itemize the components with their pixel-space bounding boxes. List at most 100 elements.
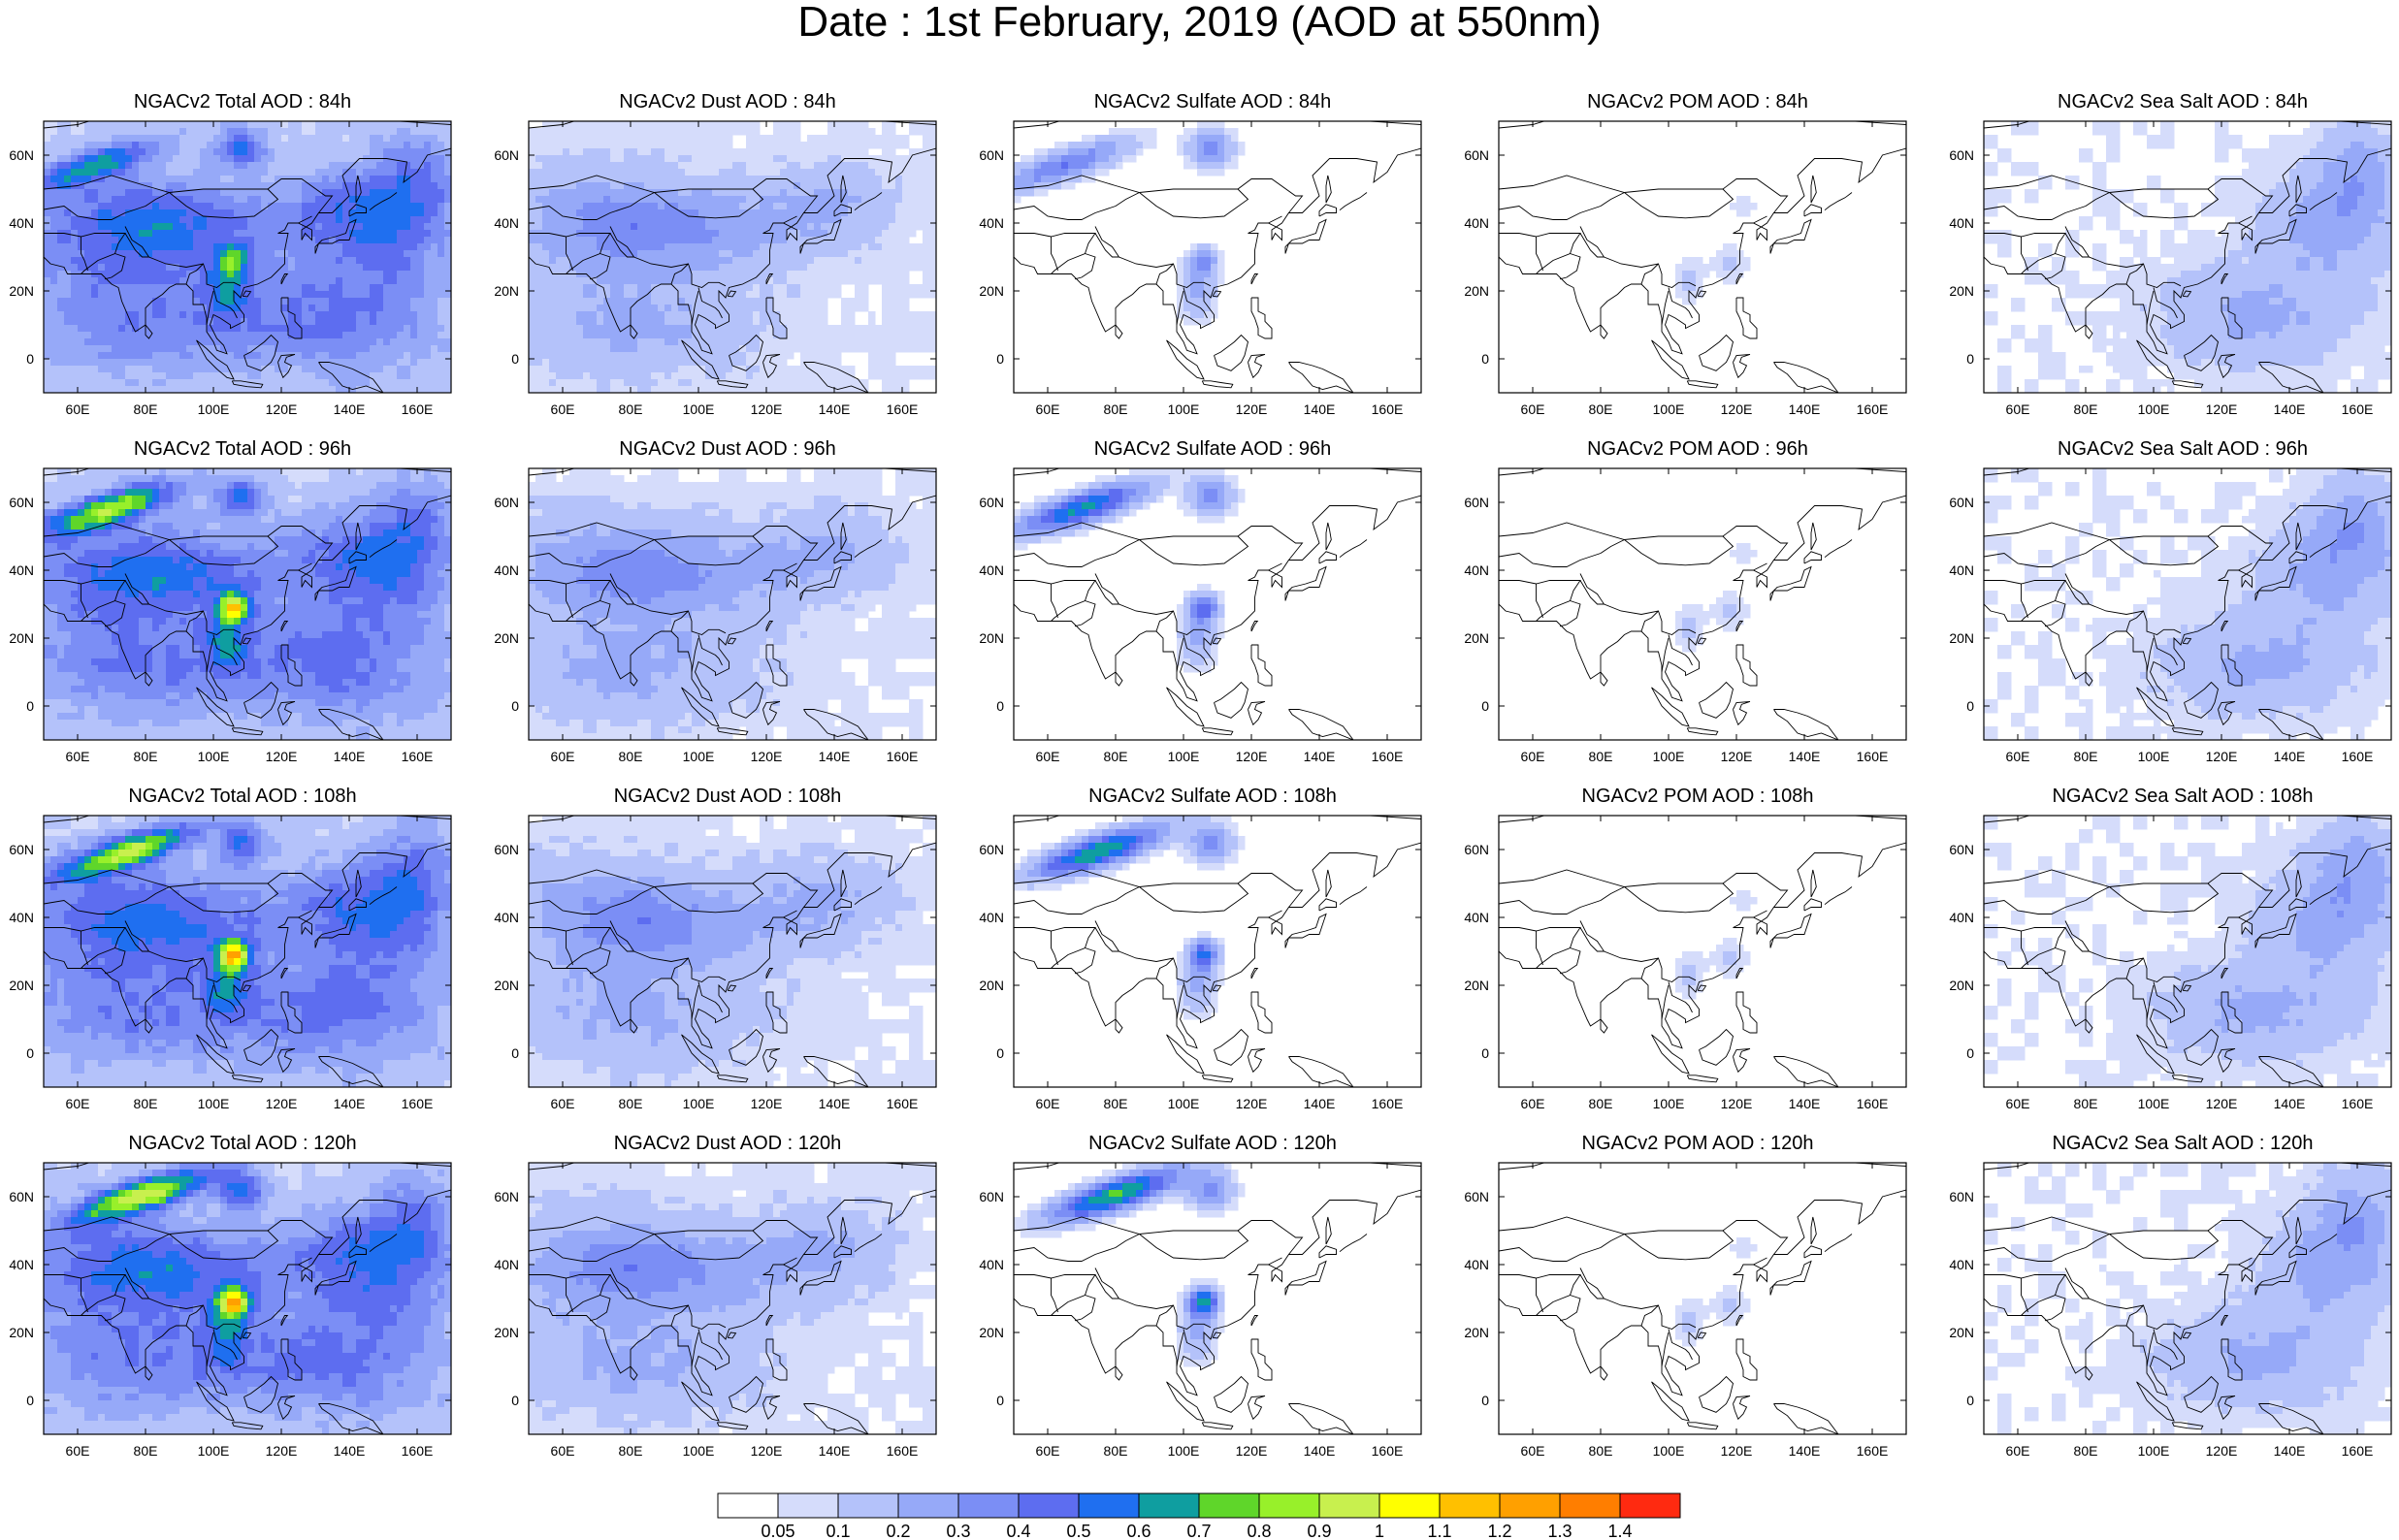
plot-frame <box>528 467 937 741</box>
lon-tick-label: 160E <box>1372 401 1404 417</box>
lon-tick-label: 80E <box>2074 1096 2098 1111</box>
lat-tick-label: 20N <box>979 630 1004 646</box>
lon-tick-label: 140E <box>1304 749 1336 764</box>
coastlines <box>529 1163 936 1434</box>
lat-tick-label: 40N <box>9 910 34 925</box>
lon-tick-label: 160E <box>402 401 434 417</box>
lat-tick-label: 20N <box>979 1325 1004 1340</box>
lon-tick-label: 120E <box>1236 1096 1268 1111</box>
lon-tick-label: 100E <box>1168 1443 1200 1459</box>
map-panel-dust-84h: NGACv2 Dust AOD : 84h 60E 80E 100E 120E 140E 1… <box>485 91 970 438</box>
coastlines <box>1014 121 1421 393</box>
plot-frame <box>1013 815 1422 1088</box>
plot-frame <box>43 120 452 394</box>
lon-tick-label: 100E <box>2138 749 2170 764</box>
aod-field <box>529 816 936 1087</box>
lat-tick-label: 60N <box>1949 147 1974 163</box>
lon-tick-label: 120E <box>751 401 783 417</box>
lat-tick-label: 40N <box>979 910 1004 925</box>
lon-tick-label: 140E <box>2274 1096 2306 1111</box>
map-panel-seasalt-120h: NGACv2 Sea Salt AOD : 120h 60E 80E 100E 120E… <box>1940 1133 2399 1480</box>
lon-tick-label: 120E <box>751 1096 783 1111</box>
lon-tick-label: 140E <box>819 1096 851 1111</box>
lat-tick-label: 60N <box>1464 495 1489 510</box>
lon-tick-label: 140E <box>2274 1443 2306 1459</box>
lon-tick-label: 100E <box>198 749 230 764</box>
map-plot: 60E 80E 100E 120E 140E 160E 60N 40N 20N 0 <box>979 120 1422 417</box>
panel-title: NGACv2 Sulfate AOD : 120h <box>970 1133 1455 1154</box>
lat-tick-label: 20N <box>494 630 519 646</box>
lon-tick-label: 100E <box>2138 401 2170 417</box>
plot-frame <box>1983 467 2392 741</box>
lat-tick-label: 20N <box>9 1325 34 1340</box>
map-panel-seasalt-96h: NGACv2 Sea Salt AOD : 96h 60E 80E 100E 120E 1… <box>1940 438 2399 786</box>
lat-tick-label: 0 <box>1481 351 1489 367</box>
lon-tick-label: 140E <box>1789 749 1821 764</box>
lon-tick-label: 60E <box>1521 749 1545 764</box>
coastlines <box>44 468 451 740</box>
lat-tick-label: 60N <box>494 147 519 163</box>
map-panel-dust-96h: NGACv2 Dust AOD : 96h 60E 80E 100E 120E 140E 1… <box>485 438 970 786</box>
lon-tick-label: 80E <box>1104 749 1128 764</box>
lat-tick-label: 0 <box>996 1045 1004 1061</box>
lon-tick-label: 140E <box>334 749 366 764</box>
lat-tick-label: 20N <box>979 978 1004 993</box>
lon-tick-label: 100E <box>2138 1096 2170 1111</box>
lat-tick-label: 0 <box>26 698 34 714</box>
map-panel-total-96h: NGACv2 Total AOD : 96h 60E 80E 100E 120E 140E… <box>0 438 485 786</box>
plot-frame <box>1013 1162 1422 1435</box>
coastlines <box>1014 468 1421 740</box>
map-panel-seasalt-84h: NGACv2 Sea Salt AOD : 84h 60E 80E 100E 120E 1… <box>1940 91 2399 438</box>
lat-tick-label: 0 <box>26 351 34 367</box>
lon-tick-label: 160E <box>887 1096 919 1111</box>
lon-tick-label: 140E <box>2274 401 2306 417</box>
map-plot: 60E 80E 100E 120E 140E 160E 60N 40N 20N 0 <box>1949 1162 2392 1459</box>
lat-tick-label: 0 <box>1481 1045 1489 1061</box>
lon-tick-label: 100E <box>1168 401 1200 417</box>
lon-tick-label: 140E <box>819 749 851 764</box>
lon-tick-label: 100E <box>1653 749 1685 764</box>
lat-tick-label: 0 <box>996 698 1004 714</box>
lat-tick-label: 60N <box>494 842 519 857</box>
lat-tick-label: 40N <box>979 562 1004 578</box>
lon-tick-label: 160E <box>2342 749 2374 764</box>
plot-frame <box>1498 815 1907 1088</box>
map-plot: 60E 80E 100E 120E 140E 160E 60N 40N 20N 0 <box>1464 1162 1907 1459</box>
lat-tick-label: 40N <box>494 215 519 231</box>
lon-tick-label: 100E <box>1168 1096 1200 1111</box>
lat-tick-label: 60N <box>9 1189 34 1204</box>
lat-tick-label: 0 <box>1966 698 1974 714</box>
lon-tick-label: 60E <box>551 1443 575 1459</box>
coastlines <box>1984 121 2391 393</box>
map-plot: 60E 80E 100E 120E 140E 160E 60N 40N 20N 0 <box>1949 467 2392 764</box>
aod-field <box>1984 468 2391 740</box>
lat-tick-label: 60N <box>979 842 1004 857</box>
lat-tick-label: 20N <box>9 283 34 299</box>
lat-tick-label: 20N <box>979 283 1004 299</box>
lon-tick-label: 60E <box>1521 1443 1545 1459</box>
lon-tick-label: 100E <box>1653 401 1685 417</box>
lon-tick-label: 60E <box>551 1096 575 1111</box>
coastlines <box>1984 816 2391 1087</box>
plot-frame <box>528 120 937 394</box>
lon-tick-label: 140E <box>1304 1443 1336 1459</box>
coastlines <box>1984 468 2391 740</box>
map-plot: 60E 80E 100E 120E 140E 160E 60N 40N 20N 0 <box>494 467 937 764</box>
lon-tick-label: 60E <box>1521 1096 1545 1111</box>
lat-tick-label: 60N <box>1464 1189 1489 1204</box>
lon-tick-label: 100E <box>1653 1096 1685 1111</box>
lon-tick-label: 140E <box>819 1443 851 1459</box>
lon-tick-label: 60E <box>1036 1096 1060 1111</box>
lon-tick-label: 80E <box>1589 1443 1613 1459</box>
lon-tick-label: 100E <box>683 1096 715 1111</box>
panel-title: NGACv2 Sea Salt AOD : 108h <box>1940 786 2399 807</box>
coastlines <box>1014 1163 1421 1434</box>
panel-title: NGACv2 Sulfate AOD : 108h <box>970 786 1455 807</box>
panel-title: NGACv2 Total AOD : 96h <box>0 438 485 460</box>
panel-title: NGACv2 Dust AOD : 108h <box>485 786 970 807</box>
panel-title: NGACv2 Dust AOD : 84h <box>485 91 970 112</box>
lon-tick-label: 160E <box>2342 401 2374 417</box>
lat-tick-label: 40N <box>979 215 1004 231</box>
plot-frame <box>528 815 937 1088</box>
lon-tick-label: 120E <box>1721 749 1753 764</box>
